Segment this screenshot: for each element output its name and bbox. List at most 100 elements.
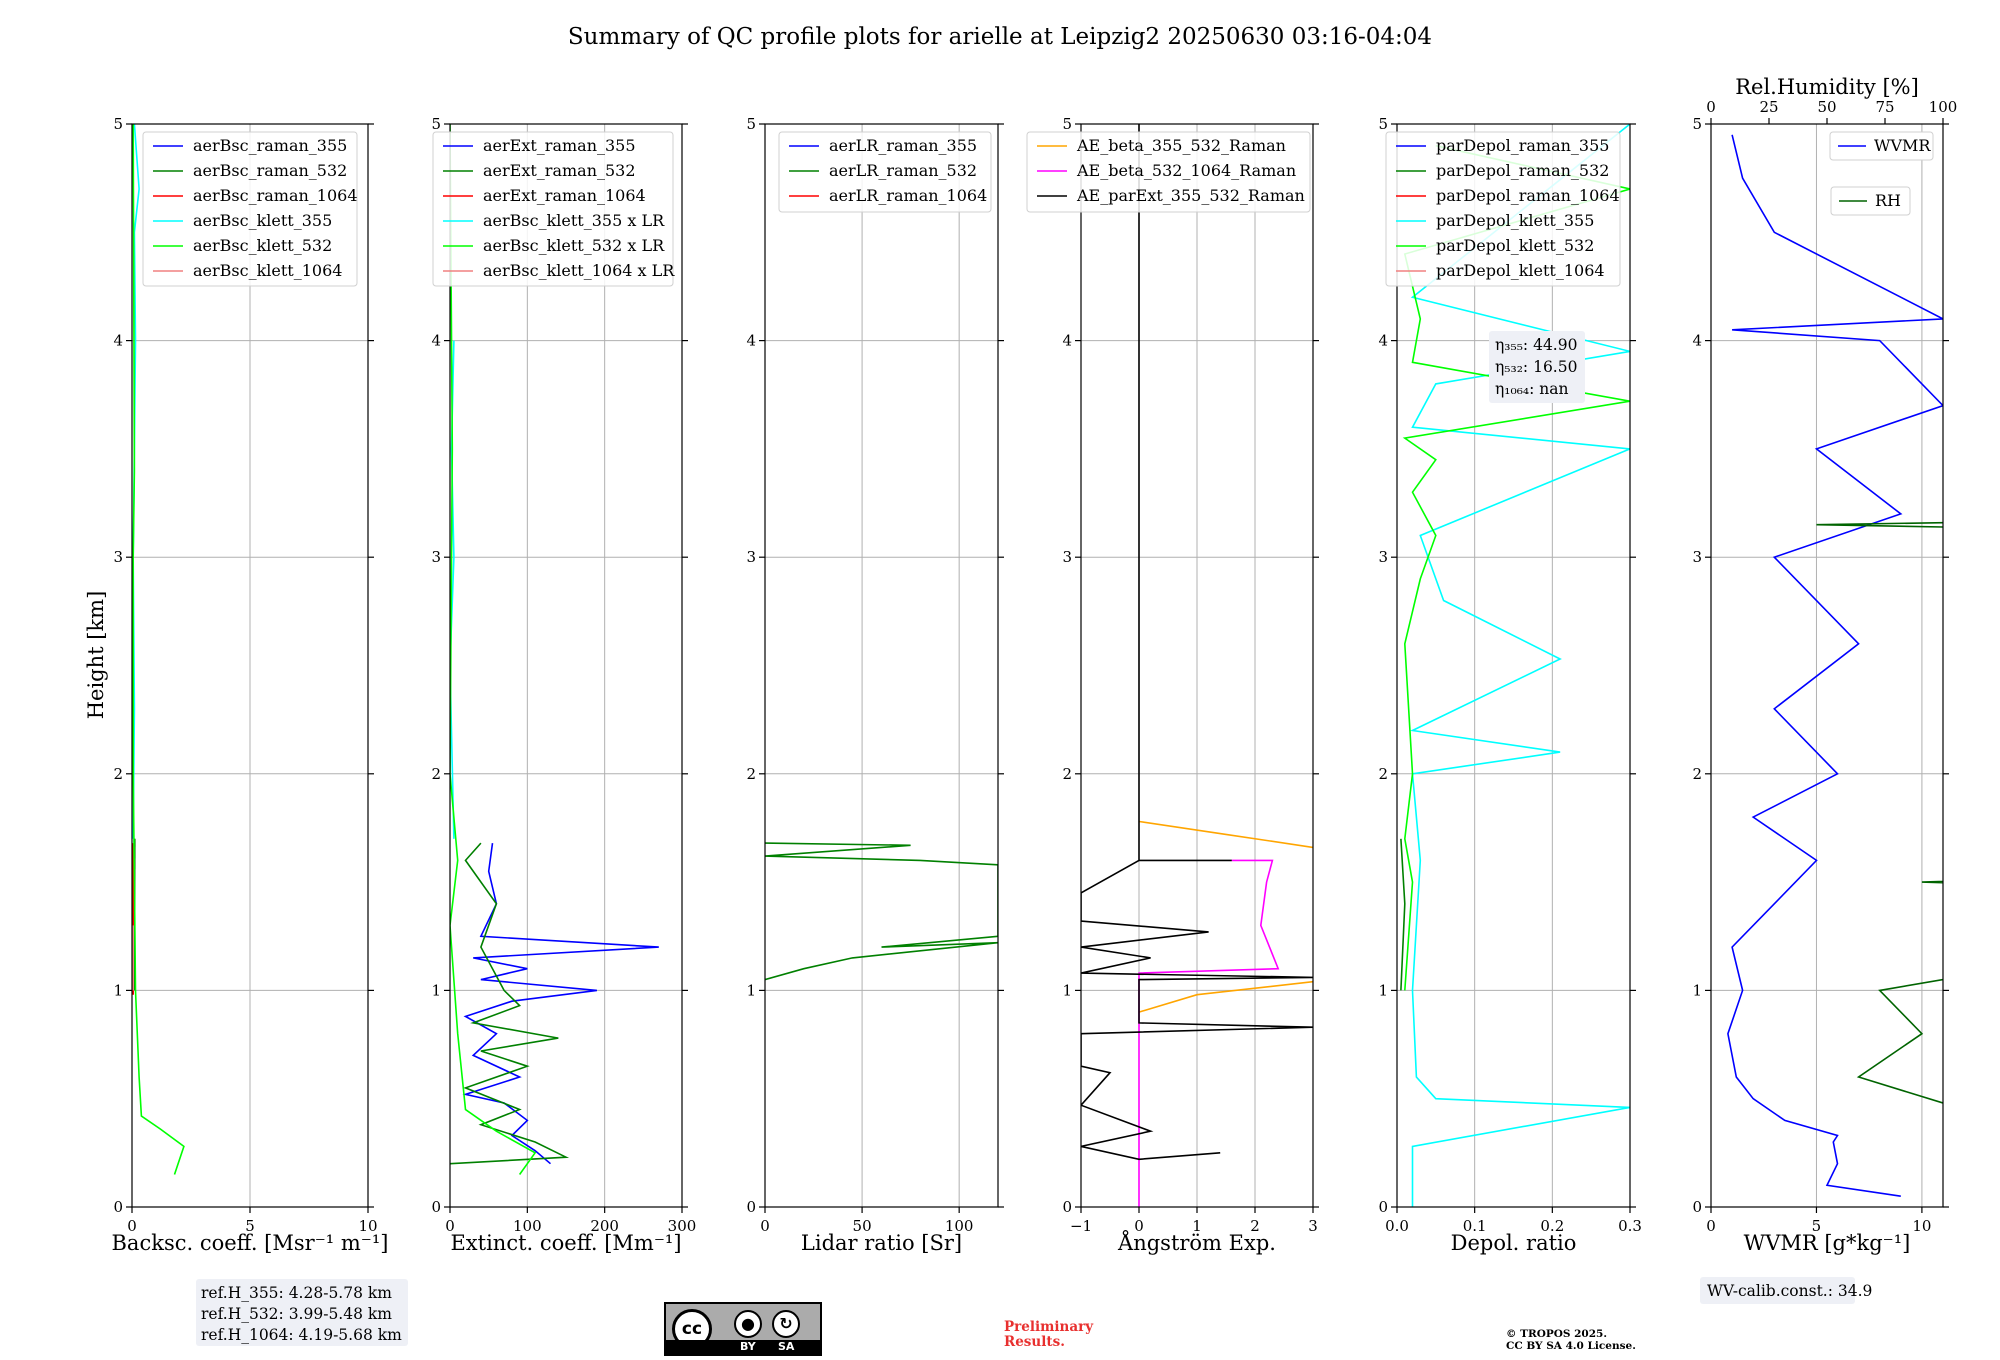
y-tick-label: 2 [1378,765,1388,783]
y-tick-label: 1 [1692,981,1702,999]
annotation-box [1489,331,1585,403]
annotation-line: ref.H_532: 3.99-5.48 km [201,1305,392,1323]
y-tick-label: 4 [1378,332,1388,350]
axes-frame [449,123,683,1208]
preliminary-line2: Results. [1004,1334,1065,1350]
y-tick-label: 5 [1378,115,1388,133]
panel-depolarization: 0.0 0.1 0.2 0.3 0 1 2 3 4 5 Depol. ratio parDepol_r… [1378,115,1641,1255]
cc-sa-label: SA [778,1340,795,1353]
y-tick-label: 2 [746,765,756,783]
series-group [1081,124,1313,1207]
legend-entry: parDepol_klett_355 [1436,211,1594,230]
x2-tick-label: 25 [1759,98,1778,116]
legend-entry: aerLR_raman_1064 [829,186,987,205]
y-tick-label: 5 [431,115,441,133]
x-tick-label: 0 [445,1217,455,1235]
axes-frame [1710,123,1944,1208]
attribution-icon: ● [734,1310,762,1338]
legend-entry: aerBsc_raman_1064 [193,186,358,205]
legend: aerExt_raman_355 aerExt_raman_532 aerExt_r… [432,131,675,287]
y-tick-label: 3 [431,548,441,566]
y-tick-label: 5 [1692,115,1702,133]
series-group [132,124,185,1175]
series-line-aerExt_raman_532 [450,842,570,1165]
share-alike-icon: ↻ [772,1310,800,1338]
legend-entry: aerBsc_raman_355 [193,136,347,155]
annotation-text: WV-calib.const.: 34.9 [1707,1282,1872,1300]
annotation-line: η₅₃₂: 16.50 [1495,358,1577,376]
wv-calib-annotation: WV-calib.const.: 34.9 [1700,1277,1872,1304]
copyright-line2: CC BY SA 4.0 License. [1506,1340,1636,1352]
x-tick-label: 0 [127,1217,137,1235]
x2-tick-label: 100 [1929,98,1958,116]
legend: aerLR_raman_355 aerLR_raman_532 aerLR_rama… [778,131,992,213]
y-tick-label: 4 [1692,332,1702,350]
eta-annotation: η₃₅₅: 44.90 η₅₃₂: 16.50 η₁₀₆₄: nan [1489,331,1585,403]
panel-extinction: 0 100 200 300 0 1 2 3 4 5 Extinct. coeff. [Mm⁻¹] ae… [431,115,696,1255]
y-tick-label: 5 [746,115,756,133]
series-line-aerBsc_klett_532 x LR [450,124,537,1175]
x-axis-label: Depol. ratio [1451,1231,1577,1255]
y-tick-label: 3 [1062,548,1072,566]
x-tick-label: 200 [590,1217,619,1235]
series-line-WVMR [1727,134,1943,1197]
annotation-line: η₃₅₅: 44.90 [1495,336,1577,354]
y-tick-label: 0 [1378,1198,1388,1216]
y-tick-label: 3 [1692,548,1702,566]
x-axis-label: WVMR [g*kg⁻¹] [1744,1231,1911,1255]
legend-entry: aerBsc_klett_355 x LR [483,211,665,230]
axes-frame [764,123,999,1208]
legend-entry: aerBsc_klett_532 x LR [483,236,665,255]
legend-entry: parDepol_raman_355 [1436,136,1609,155]
series-line-aerLR_raman_532 [765,842,998,981]
x-tick-label: 100 [513,1217,542,1235]
y-tick-label: 3 [746,548,756,566]
legend-box [142,131,358,287]
annotation-box [1700,1277,1855,1304]
legend-entry: aerLR_raman_532 [829,161,977,180]
legend-entry: parDepol_raman_532 [1436,161,1609,180]
legend-entry: aerExt_raman_355 [483,136,636,155]
y-tick-label: 2 [1692,765,1702,783]
legend-box [1830,186,1911,216]
preliminary-line1: Preliminary [1004,1319,1094,1335]
axes-frame [1396,123,1631,1208]
x-tick-label: 0.0 [1385,1217,1409,1235]
legend-box [432,131,674,287]
series-group [450,124,659,1175]
x2-axis-label: Rel.Humidity [%] [1735,75,1919,99]
y-tick-label: 0 [113,1198,123,1216]
ref-height-annotation: ref.H_355: 4.28-5.78 km ref.H_532: 3.99-5… [196,1279,408,1346]
x-axis-label: Ångström Exp. [1117,1230,1276,1255]
legend-entry: aerBsc_klett_1064 [193,261,342,280]
x-tick-label: 5 [1812,1217,1822,1235]
annotation-box [196,1279,408,1346]
y-tick-label: 2 [113,765,123,783]
y-tick-label: 1 [431,981,441,999]
x-tick-label: −1 [1070,1217,1092,1235]
legend-entry: aerBsc_klett_532 [193,236,332,255]
x-axis-label: Extinct. coeff. [Mm⁻¹] [450,1231,681,1255]
y-tick-label: 4 [113,332,123,350]
x2-tick-label: 75 [1875,98,1894,116]
series-line-AE_beta_355_532_Raman-upper [1138,820,1313,849]
x-axis-label: Backsc. coeff. [Msr⁻¹ m⁻¹] [112,1231,389,1255]
y-tick-label: 1 [1062,981,1072,999]
figure-title: Summary of QC profile plots for arielle … [568,24,1432,50]
x-tick-label: 1 [1192,1217,1202,1235]
x-tick-label: 0.1 [1463,1217,1487,1235]
x-tick-label: 0 [1706,1217,1716,1235]
y-tick-label: 0 [1062,1198,1072,1216]
y-tick-label: 4 [746,332,756,350]
legend-entry: parDepol_klett_532 [1436,236,1594,255]
y-tick-label: 1 [1378,981,1388,999]
legend-entry: parDepol_klett_1064 [1436,261,1605,280]
y-tick-label: 0 [1692,1198,1702,1216]
x-tick-label: 0.3 [1618,1217,1642,1235]
y-tick-label: 3 [113,548,123,566]
x-tick-label: 0 [1134,1217,1144,1235]
series-line-parDepol_raman_532 [1400,838,1406,991]
